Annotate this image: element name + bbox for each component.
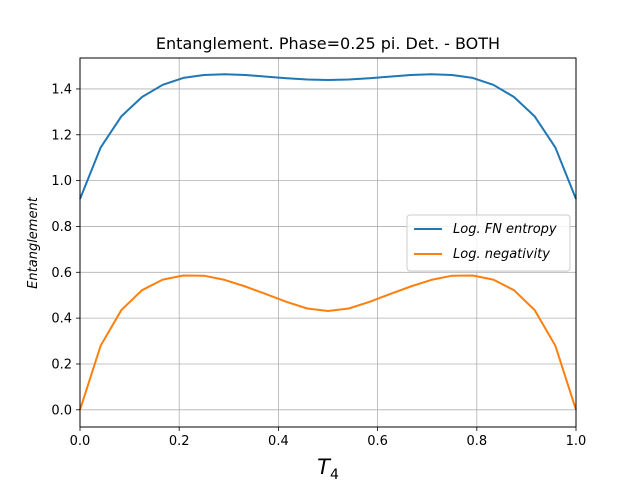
legend-label-negativity: Log. negativity xyxy=(453,247,550,262)
x-axis-label: T4 xyxy=(317,455,339,480)
x-tick-label: 1.0 xyxy=(566,434,587,449)
chart-title: Entanglement. Phase=0.25 pi. Det. - BOTH xyxy=(156,34,500,53)
legend: Log. FN entropy Log. negativity xyxy=(406,214,571,272)
x-axis-label-main: T xyxy=(317,455,332,479)
x-axis-label-subscript: 4 xyxy=(330,467,339,480)
y-tick-label: 1.4 xyxy=(51,82,72,97)
y-tick-label: 0.4 xyxy=(51,312,72,327)
series-lines xyxy=(79,73,577,411)
x-axis-ticks: 0.0 0.2 0.4 0.6 0.8 1.0 xyxy=(70,427,587,449)
x-tick-label: 0.8 xyxy=(466,434,487,449)
y-tick-label: 0.8 xyxy=(51,220,72,235)
y-axis-ticks: 0.0 0.2 0.4 0.6 0.8 1.0 1.2 1.4 xyxy=(51,82,80,418)
x-tick-label: 0.2 xyxy=(169,434,190,449)
legend-box xyxy=(406,214,571,272)
x-tick-label: 0.6 xyxy=(367,434,388,449)
legend-label-fn-entropy: Log. FN entropy xyxy=(453,222,557,237)
plot-frame xyxy=(79,57,577,428)
x-tick-label: 0.0 xyxy=(70,434,91,449)
y-tick-label: 1.0 xyxy=(51,174,72,189)
y-tick-label: 0.6 xyxy=(51,266,72,281)
y-tick-label: 1.2 xyxy=(51,128,72,143)
y-tick-label: 0.0 xyxy=(51,403,72,418)
y-tick-label: 0.2 xyxy=(51,357,72,372)
series-line-negativity xyxy=(79,274,577,411)
series-line-fn-entropy xyxy=(79,73,577,200)
x-tick-label: 0.4 xyxy=(268,434,289,449)
y-axis-label: Entanglement xyxy=(26,196,41,289)
